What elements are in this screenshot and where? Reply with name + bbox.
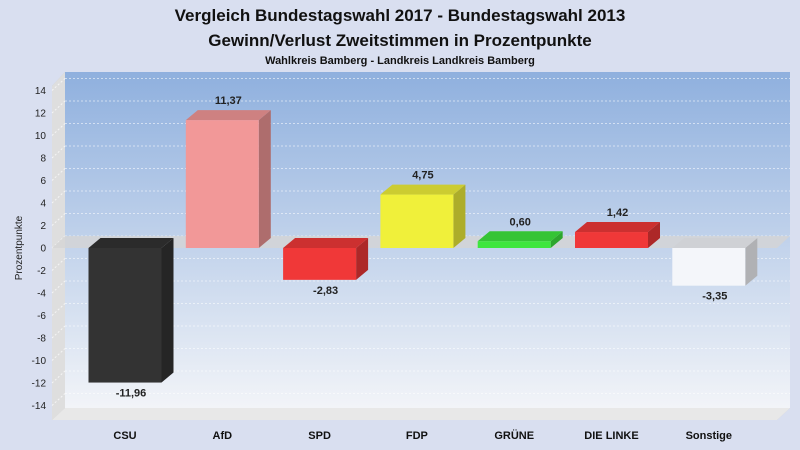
y-tick-label: -10 xyxy=(32,356,47,367)
bar-front xyxy=(575,232,648,248)
grid-line-side xyxy=(51,168,66,181)
category-label: Sonstige xyxy=(686,430,732,442)
y-tick-label: 4 xyxy=(40,199,46,210)
category-label: FDP xyxy=(406,430,428,442)
category-label: AfD xyxy=(213,430,233,442)
y-tick-label: -6 xyxy=(37,311,46,322)
grid-line-side xyxy=(51,100,66,114)
y-tick-label: 12 xyxy=(35,109,47,120)
value-label: 0,60 xyxy=(509,216,530,228)
grid-line-side xyxy=(51,325,66,339)
grid-line-side xyxy=(51,145,66,159)
bar-top xyxy=(672,238,758,248)
y-tick-label: 6 xyxy=(40,176,46,187)
value-label: -11,96 xyxy=(116,388,147,400)
y-tick-label: -14 xyxy=(32,401,47,412)
y-tick-label: 10 xyxy=(35,131,47,142)
grid-line-side xyxy=(51,213,66,226)
bar-front xyxy=(283,248,357,280)
bar-front xyxy=(88,248,162,383)
y-tick-label: -4 xyxy=(37,289,46,300)
y-tick-label: -12 xyxy=(32,379,47,390)
bar-top xyxy=(477,231,563,242)
bar-top xyxy=(283,238,369,248)
bar-afd xyxy=(185,110,271,249)
bar-side xyxy=(453,184,466,248)
bar-top xyxy=(185,110,271,121)
bar-fdp xyxy=(380,184,466,248)
bar-top xyxy=(575,222,660,233)
bar-top xyxy=(88,238,174,248)
y-tick-label: -2 xyxy=(37,266,46,277)
category-label: GRÜNE xyxy=(494,429,534,442)
value-label: 1,42 xyxy=(607,207,628,219)
bar-side xyxy=(258,110,271,249)
grid-line-side xyxy=(51,370,66,384)
value-label: -3,35 xyxy=(702,291,727,303)
chart-title: Vergleich Bundestagswahl 2017 - Bundesta… xyxy=(175,6,626,25)
category-label: DIE LINKE xyxy=(584,430,638,442)
grid-line-side xyxy=(51,280,66,294)
grid-line-side xyxy=(51,348,66,361)
bar-die-linke xyxy=(575,222,660,248)
y-tick-label: 0 xyxy=(40,244,46,255)
y-tick-label: 14 xyxy=(35,86,47,97)
y-axis-label: Prozentpunkte xyxy=(14,215,25,280)
bar-side xyxy=(161,238,174,383)
chart-title-line2: Gewinn/Verlust Zweitstimmen in Prozentpu… xyxy=(208,31,592,50)
bar-csu xyxy=(88,238,174,383)
plot-floor xyxy=(52,408,790,420)
bar-top xyxy=(380,184,466,195)
bar-side xyxy=(356,238,369,280)
category-label: CSU xyxy=(113,430,136,442)
bar-front xyxy=(672,248,746,286)
grid-line-side xyxy=(51,78,66,91)
value-label: 11,37 xyxy=(215,95,242,107)
y-tick-label: 8 xyxy=(40,154,46,165)
bar-front xyxy=(477,241,551,248)
grid-line-side xyxy=(51,393,66,406)
bar-front xyxy=(380,194,454,248)
bar-sonstige xyxy=(672,238,758,286)
y-tick-label: -8 xyxy=(37,334,46,345)
bar-front xyxy=(185,120,259,248)
grid-line-side xyxy=(51,190,66,204)
chart-subtitle: Wahlkreis Bamberg - Landkreis Landkreis … xyxy=(265,55,535,67)
x-axis-categories: CSU AfD SPD FDP GRÜNE DIE LINKE Sonstige xyxy=(113,429,732,442)
bar-side xyxy=(745,238,758,286)
value-label: -2,83 xyxy=(313,285,338,297)
y-tick-label: 2 xyxy=(40,221,46,232)
grid-line-side xyxy=(51,258,66,271)
grid-line-side xyxy=(51,123,66,136)
value-labels: -11,96 11,37 -2,83 4,75 0,60 1,42 -3,35 xyxy=(116,95,728,399)
bar-spd xyxy=(283,238,369,280)
bar-side xyxy=(550,231,563,248)
grid-line-side xyxy=(51,303,66,316)
category-label: SPD xyxy=(308,430,331,442)
bars xyxy=(88,110,758,383)
bar-side xyxy=(648,222,660,248)
y-axis-ticks: 14 12 10 8 6 4 2 0 -2 -4 -6 -8 -10 -12 -14 xyxy=(32,86,47,412)
bar-gr-ne xyxy=(477,231,563,248)
value-label: 4,75 xyxy=(412,170,433,182)
